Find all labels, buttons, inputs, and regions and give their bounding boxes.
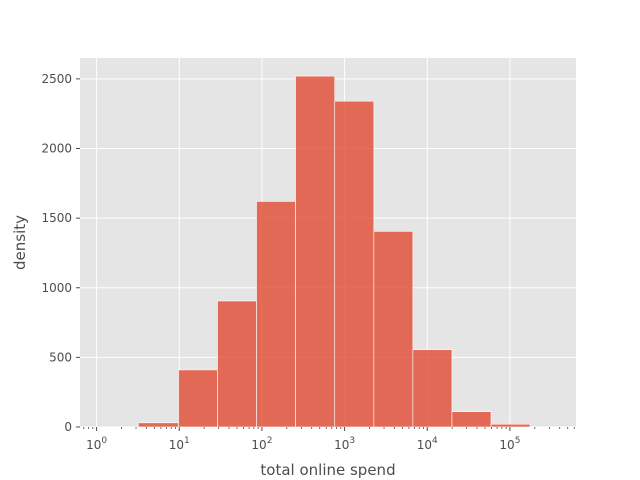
x-axis-label: total online spend	[260, 461, 395, 479]
histogram-bar	[217, 300, 257, 428]
histogram-bar	[138, 422, 179, 428]
x-axis-ticks: 100 101 102 103 104 105	[83, 427, 575, 452]
y-tick-label: 1000	[41, 281, 72, 295]
y-tick-label: 2000	[41, 142, 72, 156]
x-tick-label: 103	[334, 436, 355, 452]
histogram-bar	[256, 201, 296, 428]
y-axis-label: density	[11, 215, 29, 270]
histogram-bar	[490, 423, 531, 428]
x-tick-label: 100	[86, 436, 107, 452]
histogram-bar	[373, 231, 414, 428]
histogram-bar	[295, 75, 336, 428]
histogram-bar	[451, 411, 492, 428]
y-tick-label: 2500	[41, 72, 72, 86]
x-tick-label: 104	[417, 436, 438, 452]
histogram-bars	[138, 75, 531, 428]
x-tick-label: 101	[169, 436, 190, 452]
histogram-bar	[412, 349, 453, 428]
x-tick-label: 105	[499, 436, 520, 452]
y-axis-ticks: 0 500 1000 1500 2000 2500	[41, 72, 80, 434]
histogram-bar	[178, 369, 218, 428]
histogram-bar	[334, 100, 375, 428]
y-tick-label: 1500	[41, 211, 72, 225]
y-tick-label: 500	[49, 350, 72, 364]
y-tick-label: 0	[64, 420, 72, 434]
x-tick-label: 102	[251, 436, 272, 452]
